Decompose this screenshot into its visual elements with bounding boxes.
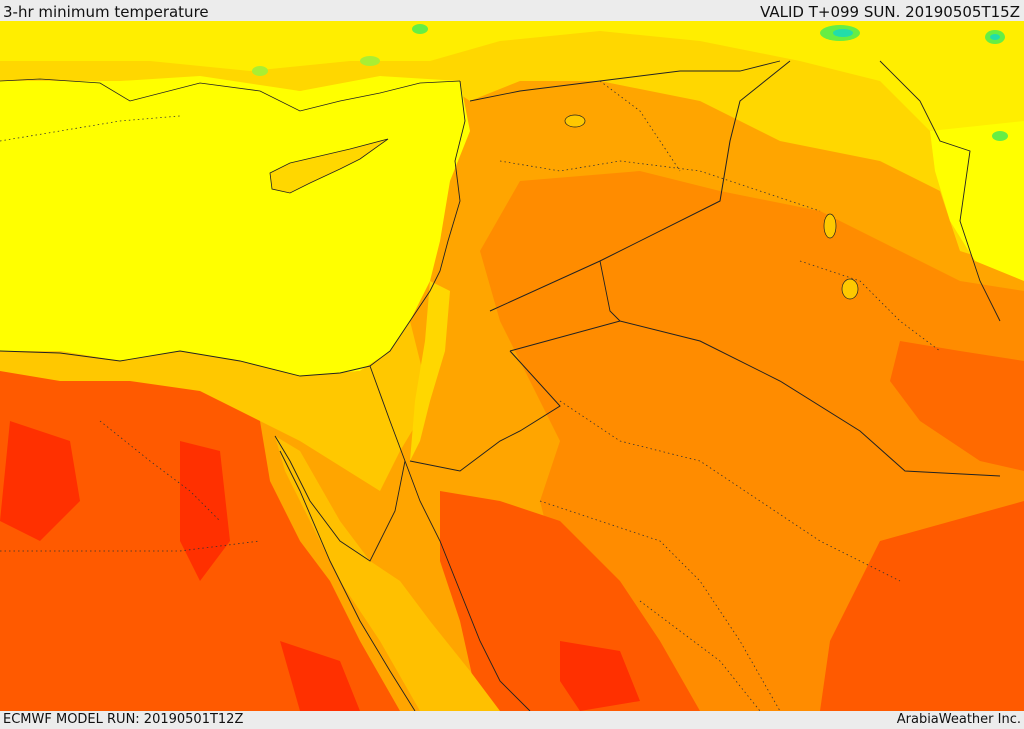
coastline-red-sea-west (279, 450, 416, 712)
border-jordan-iraq (489, 60, 791, 312)
temperature-map (0, 21, 1024, 712)
coastline-levant (369, 80, 466, 367)
map-title: 3-hr minimum temperature (3, 3, 209, 21)
province-borders-8 (0, 115, 181, 142)
map-footer: ECMWF MODEL RUN: 20190501T12Z ArabiaWeat… (0, 711, 1024, 729)
credit-text: ArabiaWeather Inc. (896, 712, 1021, 727)
field-mediterranean (0, 76, 470, 376)
lake-3 (564, 114, 586, 128)
province-borders-9 (599, 80, 681, 172)
coastline-red-sea-east (404, 460, 531, 712)
border-iraq-iran (879, 60, 1001, 322)
coastline-sinai-west (274, 435, 406, 562)
field-eastern-yellow (930, 121, 1024, 281)
field-green-spot-5 (412, 24, 428, 34)
field-rift-light (410, 281, 450, 461)
border-jordan-saudi (409, 350, 561, 472)
field-north-light (0, 21, 1024, 271)
valid-time: VALID T+099 SUN. 20190505T15Z (760, 3, 1020, 21)
field-hot-southeast (820, 501, 1024, 711)
field-red-spot-4 (280, 641, 360, 711)
province-borders-1 (499, 160, 821, 212)
province-borders-5 (99, 420, 221, 522)
map-header: 3-hr minimum temperature VALID T+099 SUN… (0, 0, 1024, 21)
coastline-egypt (0, 350, 371, 377)
cyprus-outline (269, 138, 389, 194)
field-red-spot-3 (560, 641, 640, 711)
border-syria-jordan-link (599, 260, 621, 322)
model-run: ECMWF MODEL RUN: 20190501T12Z (3, 712, 244, 727)
field-red-spot-2 (180, 441, 230, 581)
field-coastal-band (0, 321, 430, 491)
field-green-spot-2 (833, 29, 853, 37)
field-north-yellow (0, 21, 1024, 171)
border-israel-egypt (369, 365, 406, 462)
province-borders-6 (799, 260, 941, 352)
field-hot-arabia (440, 491, 700, 711)
coastline-turkey (0, 78, 461, 112)
field-red-sea (275, 436, 500, 711)
field-green-spot-7 (252, 66, 268, 76)
border-syria-turkey (469, 60, 781, 102)
lake-1 (823, 213, 837, 239)
field-hot-east (890, 341, 1024, 471)
field-green-spot-8 (360, 56, 380, 66)
field-green-spot-4 (990, 34, 1000, 40)
field-red-spot-1 (0, 421, 80, 541)
lake-2 (841, 278, 859, 300)
field-green-spot-6 (992, 131, 1008, 141)
